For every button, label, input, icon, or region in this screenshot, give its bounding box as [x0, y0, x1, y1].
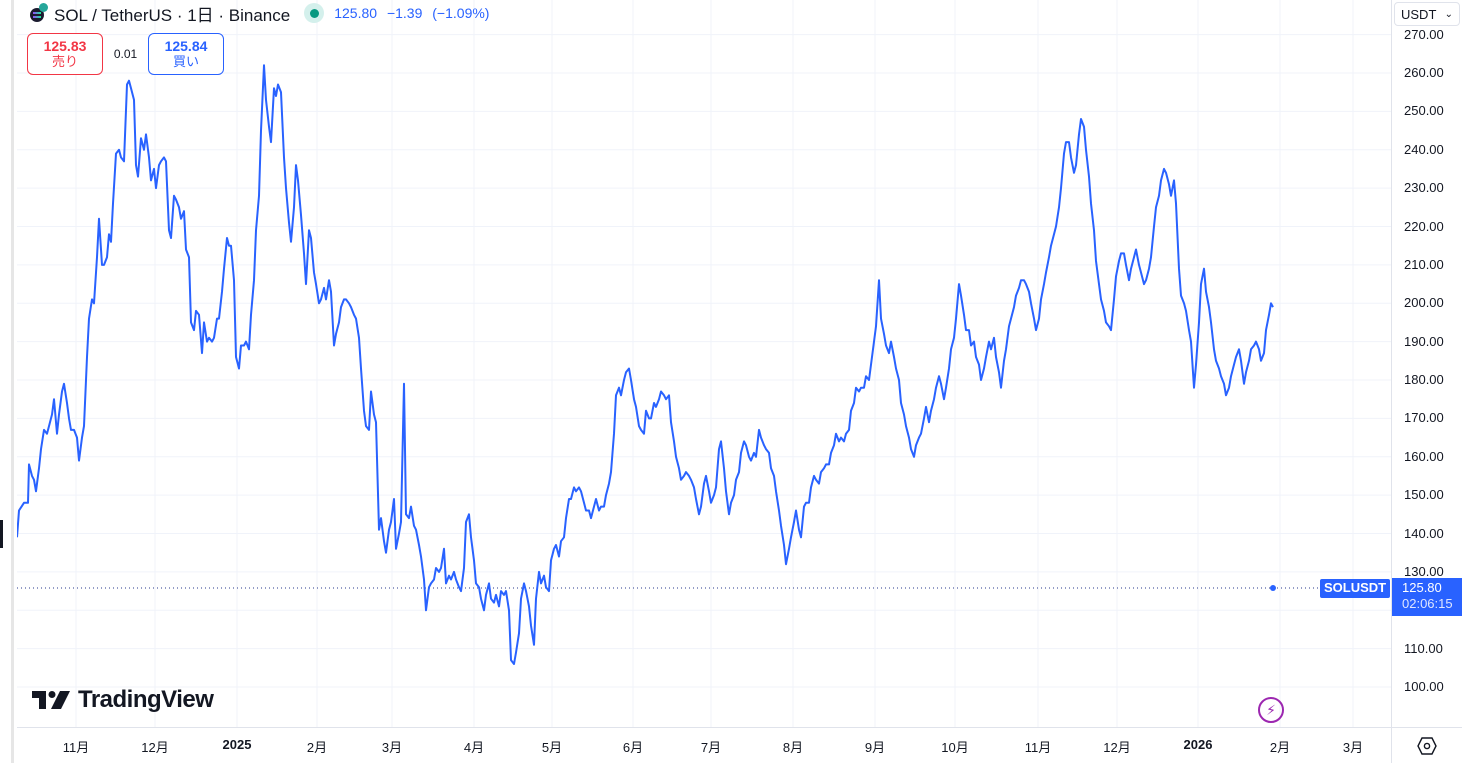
time-axis-label: 3月 — [381, 740, 403, 755]
price-axis-label: 200.00 — [1404, 295, 1444, 311]
settings-hexagon-icon — [1417, 736, 1437, 755]
price-axis[interactable]: 270.00 260.00 250.00 240.00 230.00 220.00 210.… — [1391, 0, 1462, 727]
price-axis-label: 260.00 — [1404, 65, 1444, 80]
price-axis-label: 180.00 — [1404, 372, 1444, 387]
lightning-alert-icon[interactable]: ⚡ — [1258, 697, 1284, 723]
chart-plot-area[interactable] — [17, 0, 1391, 727]
exchange-badge-icon — [39, 3, 48, 12]
price-line-chart[interactable] — [17, 0, 1391, 727]
market-open-dot-icon — [309, 8, 319, 18]
price-axis-label: 270.00 — [1404, 26, 1444, 42]
time-axis-label: 9月 — [864, 740, 886, 755]
spread-value: 0.01 — [113, 47, 138, 61]
time-axis-label: 2026 — [1183, 737, 1213, 752]
buy-label: 買い — [172, 54, 199, 69]
price-axis-label: 170.00 — [1404, 410, 1444, 426]
chevron-down-icon: ⌄ — [1444, 8, 1453, 20]
price-axis-label: 130.00 — [1404, 563, 1444, 579]
last-price-tag: 125.80 02:06:15 — [1392, 578, 1462, 616]
time-axis[interactable]: 11月 12月 2025 2月 3月 4月 5月 6月 7月 8月 9月 10月 11月 12月 2026 2… — [17, 727, 1391, 763]
tradingview-logo[interactable]: TradingView — [32, 686, 214, 714]
time-axis-label: 2月 — [1269, 740, 1291, 755]
sell-label: 売り — [51, 54, 78, 69]
time-axis-label: 11月 — [1024, 740, 1052, 755]
price-axis-label: 230.00 — [1404, 180, 1444, 196]
time-axis-label: 12月 — [141, 740, 169, 755]
last-price: 125.80 — [334, 5, 378, 21]
solana-symbol-icon[interactable] — [28, 3, 48, 23]
price-axis-label: 220.00 — [1404, 218, 1444, 234]
time-axis-label: 2月 — [306, 740, 328, 755]
sell-price: 125.83 — [43, 38, 87, 54]
price-change: −1.39 — [386, 5, 423, 21]
price-axis-label: 110.00 — [1404, 640, 1443, 656]
time-axis-label: 4月 — [463, 740, 485, 755]
buy-price: 125.84 — [164, 38, 208, 54]
toolbar-handle[interactable] — [0, 520, 3, 548]
time-axis-label: 8月 — [782, 740, 804, 755]
price-axis-label: 190.00 — [1404, 333, 1444, 349]
left-toolbar-edge[interactable] — [0, 0, 14, 763]
sell-button[interactable]: 125.83 売り — [27, 33, 103, 75]
price-axis-label: 100.00 — [1404, 679, 1444, 694]
price-axis-label: 240.00 — [1404, 141, 1444, 157]
last-point-marker — [1270, 584, 1276, 591]
time-axis-label: 3月 — [1342, 740, 1364, 755]
last-price-value: 125.80 — [1402, 580, 1442, 595]
chart-settings-button[interactable] — [1391, 727, 1462, 763]
time-axis-label: 7月 — [700, 740, 722, 755]
trade-buttons: 125.83 売り 0.01 125.84 買い — [27, 33, 224, 75]
price-axis-label: 150.00 — [1404, 487, 1444, 503]
market-status-icon[interactable] — [304, 3, 325, 23]
symbol-title[interactable]: SOL / TetherUS · 1日 · Binance — [54, 5, 291, 25]
symbol-price-label: SOLUSDT — [1320, 579, 1391, 598]
time-axis-label: 6月 — [622, 740, 644, 755]
time-axis-label: 5月 — [541, 740, 563, 755]
symbol-header: SOL / TetherUS · 1日 · Binance 125.80 −1.… — [28, 2, 495, 25]
currency-selector[interactable]: USDT ⌄ — [1394, 2, 1460, 26]
currency-value: USDT — [1401, 6, 1437, 22]
time-axis-label: 12月 — [1103, 740, 1131, 755]
quote-values: 125.80 −1.39 (−1.09%) — [334, 5, 495, 21]
price-axis-label: 210.00 — [1404, 256, 1444, 272]
price-series-line[interactable] — [17, 64, 1274, 665]
buy-button[interactable]: 125.84 買い — [148, 33, 224, 75]
time-axis-label: 2025 — [222, 737, 252, 752]
price-change-percent: (−1.09%) — [432, 5, 490, 21]
time-axis-label: 11月 — [62, 740, 90, 755]
price-axis-label: 160.00 — [1404, 448, 1444, 464]
price-axis-label: 140.00 — [1404, 525, 1444, 541]
bar-countdown: 02:06:15 — [1402, 596, 1453, 611]
price-axis-label: 250.00 — [1404, 103, 1444, 119]
time-axis-label: 10月 — [941, 740, 969, 755]
tradingview-wordmark: TradingView — [78, 686, 214, 713]
tradingview-mark-icon — [32, 691, 70, 709]
